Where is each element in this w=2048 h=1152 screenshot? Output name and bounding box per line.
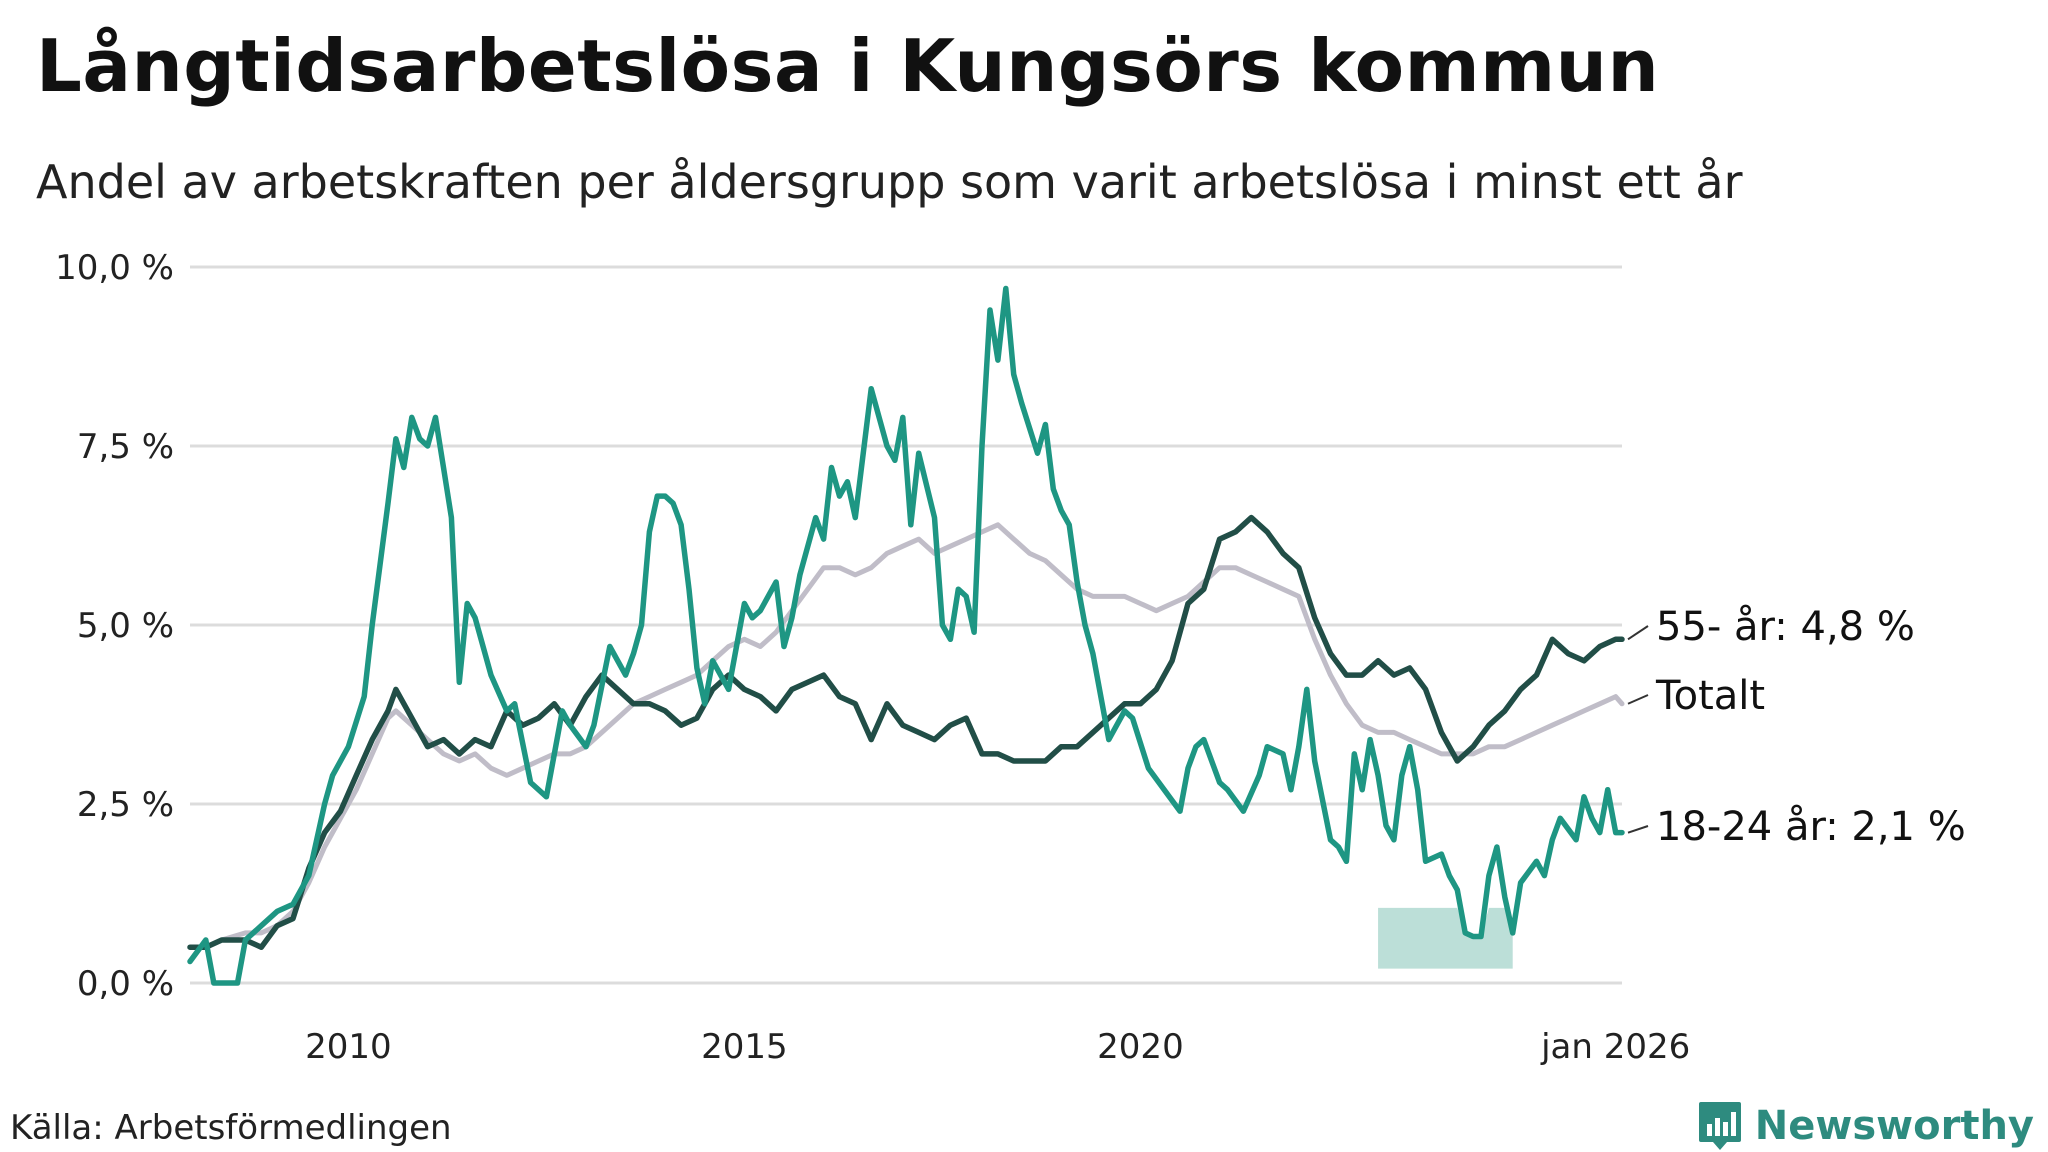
x-tick-label: 2015	[701, 1027, 788, 1067]
series-label-leader	[1627, 825, 1649, 834]
uncertainty-band	[1378, 907, 1513, 969]
x-tick-label: jan 2026	[1540, 1027, 1690, 1067]
y-tick-label: 10,0 %	[55, 248, 174, 288]
gridlines	[190, 265, 1622, 985]
chart-subtitle: Andel av arbetskraften per åldersgrupp s…	[36, 155, 1743, 209]
series-labels: 55- år: 4,8 % Totalt 18-24 år: 2,1 %	[1627, 604, 1966, 850]
y-tick-label: 7,5 %	[77, 427, 174, 467]
x-tick-label: 2020	[1097, 1027, 1184, 1067]
series-lines	[187, 285, 1625, 986]
series-end-label: 18-24 år: 2,1 %	[1656, 804, 1966, 850]
brand-name: Newsworthy	[1754, 1103, 2034, 1149]
newsworthy-logo-icon	[1698, 1102, 1741, 1150]
series-end-label: 55- år: 4,8 %	[1656, 604, 1915, 650]
x-axis-ticks: 2010 2015 2020 jan 2026	[305, 1027, 1690, 1067]
series-line-totalt	[187, 522, 1625, 950]
y-tick-label: 2,5 %	[77, 785, 174, 825]
x-tick-label: 2010	[305, 1027, 392, 1067]
source-note: Källa: Arbetsförmedlingen	[10, 1108, 452, 1148]
series-line-55-r	[187, 514, 1625, 950]
series-end-label: Totalt	[1655, 673, 1765, 719]
shaded-band	[1378, 907, 1513, 969]
chart-title: Långtidsarbetslösa i Kungsörs kommun	[36, 24, 1660, 108]
series-label-leader	[1627, 625, 1649, 641]
y-tick-label: 0,0 %	[77, 964, 174, 1004]
brand-logo: Newsworthy	[1697, 1100, 2034, 1152]
y-tick-label: 5,0 %	[77, 606, 174, 646]
series-label-leader	[1627, 694, 1649, 705]
series-line-18-24-r	[187, 285, 1625, 986]
y-axis-ticks: 0,0 % 2,5 % 5,0 % 7,5 % 10,0 %	[55, 248, 174, 1004]
